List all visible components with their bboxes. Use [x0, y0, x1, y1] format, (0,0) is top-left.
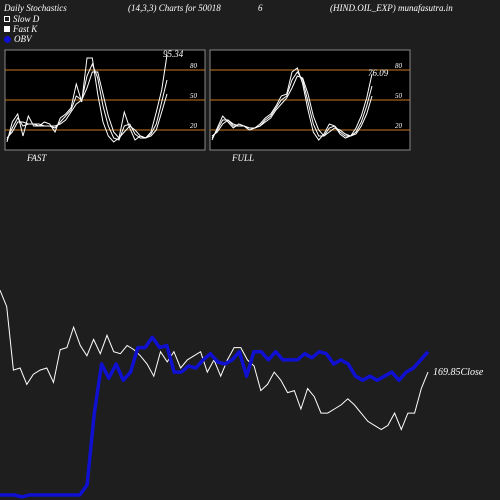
last-value-label: 95.34	[163, 49, 184, 59]
y-tick-label: 20	[190, 122, 198, 130]
chart-header-title: Daily Stochastics	[4, 3, 67, 13]
fast-panel: 20 50 80 95.34 FAST	[4, 49, 206, 163]
close-value-label: 169.85Close	[433, 367, 484, 378]
legend-fast-k-swatch	[4, 26, 10, 32]
legend-obv-label: OBV	[14, 34, 32, 44]
y-tick-label: 50	[395, 92, 403, 100]
full-panel: 20 50 80 76.09 FULL	[209, 49, 411, 163]
y-tick-label: 20	[395, 122, 403, 130]
panel-title: FULL	[231, 153, 254, 163]
legend-obv-swatch	[4, 35, 11, 43]
chart-header-source: (HIND.OIL_EXP) munafasutra.in	[330, 3, 453, 13]
obv-line	[0, 335, 430, 499]
legend-fast-k: Fast K	[4, 24, 37, 34]
stoch-series-line-2	[211, 75, 373, 137]
last-value-label: 76.09	[368, 68, 389, 78]
stoch-series-line-0	[211, 67, 373, 141]
legend-obv: OBV	[4, 34, 32, 44]
y-tick-label: 50	[190, 92, 198, 100]
chart-header-code-suffix: 6	[258, 3, 263, 13]
stoch-series-line-2	[6, 71, 168, 139]
panel-title: FAST	[26, 153, 47, 163]
y-tick-label: 80	[190, 62, 198, 70]
legend-slow-d-label: Slow D	[13, 14, 40, 24]
y-tick-label: 80	[395, 62, 403, 70]
chart-header-params: (14,3,3) Charts for 50018	[128, 3, 221, 13]
legend-fast-k-label: Fast K	[13, 24, 38, 34]
legend-slow-d: Slow D	[4, 14, 39, 24]
price-obv-panel: 169.85Close	[0, 290, 484, 499]
legend-slow-d-swatch	[4, 16, 10, 22]
